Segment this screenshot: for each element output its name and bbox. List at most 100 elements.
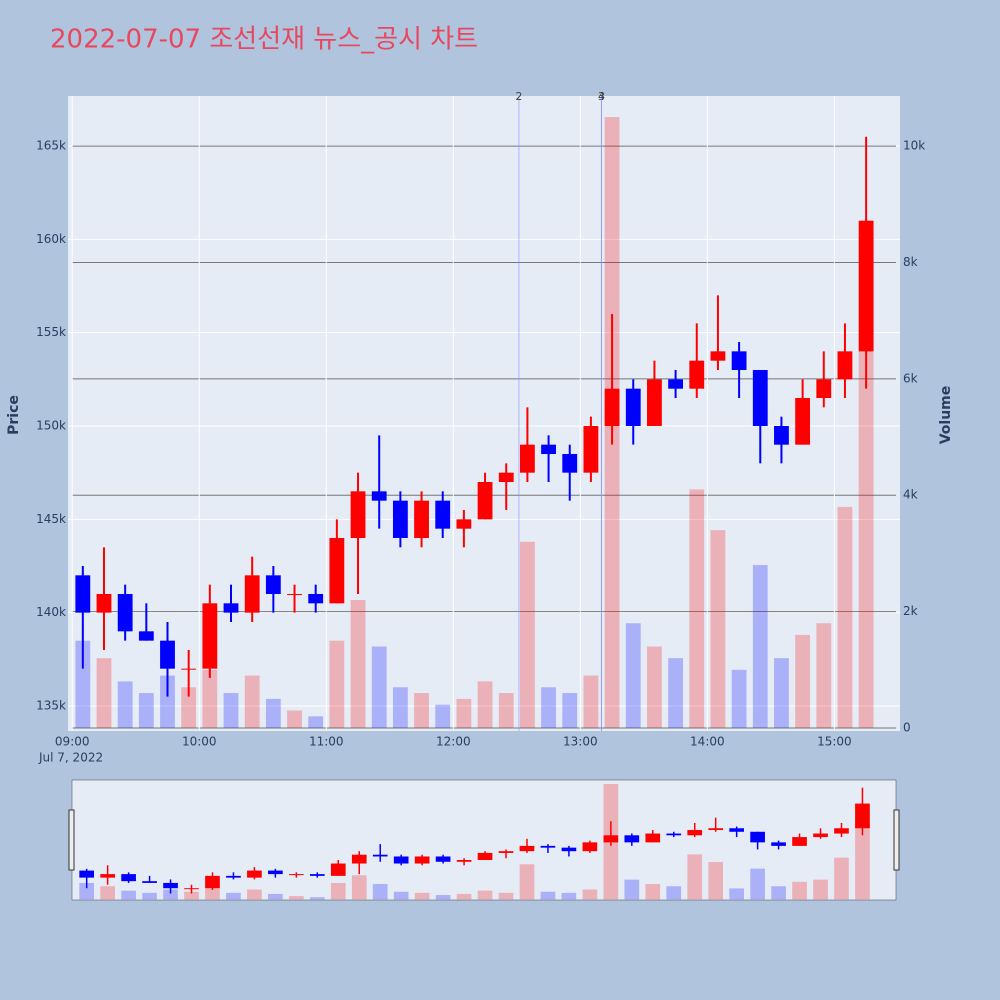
slider-volume-bar bbox=[142, 892, 157, 900]
x-tick-label: 14:00 bbox=[690, 735, 725, 749]
y2-tick-label: 4k bbox=[903, 488, 918, 502]
slider-candle-body bbox=[813, 833, 828, 838]
slider-candle-body bbox=[289, 874, 304, 876]
slider-candle-body bbox=[624, 835, 640, 843]
slider-volume-bar bbox=[645, 884, 661, 900]
volume-bar bbox=[519, 541, 535, 728]
candle-body bbox=[244, 575, 260, 613]
volume-bar bbox=[371, 646, 387, 728]
slider-candle-body bbox=[477, 852, 493, 860]
x-tick-label: 11:00 bbox=[309, 735, 344, 749]
candle-body bbox=[392, 500, 408, 538]
candle-body bbox=[202, 603, 218, 669]
range-slider[interactable] bbox=[71, 779, 897, 901]
candle-body bbox=[625, 388, 641, 427]
slider-candle-body bbox=[540, 845, 556, 848]
candle-body bbox=[668, 379, 684, 389]
slider-volume-bar bbox=[582, 889, 598, 900]
slider-candle-body bbox=[226, 875, 241, 878]
slider-candle-body bbox=[100, 874, 115, 878]
slider-candle-body bbox=[79, 870, 95, 878]
candle-body bbox=[858, 220, 874, 352]
candle-body bbox=[689, 360, 705, 389]
volume-bar bbox=[350, 599, 366, 728]
slider-candle-body bbox=[184, 888, 199, 890]
range-handle[interactable] bbox=[68, 809, 75, 871]
slider-volume-bar bbox=[708, 862, 724, 900]
slider-candle-body bbox=[121, 874, 136, 882]
x-tick-label: 15:00 bbox=[817, 735, 852, 749]
slider-candle-body bbox=[351, 854, 367, 864]
y-tick-label: 145k bbox=[36, 512, 66, 526]
range-handle[interactable] bbox=[893, 809, 900, 871]
candle-body bbox=[350, 491, 366, 538]
slider-candle-body bbox=[729, 828, 744, 832]
slider-candle-body bbox=[247, 870, 262, 878]
x-tick-label: 10:00 bbox=[182, 735, 217, 749]
y-tick-label: 160k bbox=[36, 232, 66, 246]
volume-bar bbox=[138, 693, 154, 728]
slider-volume-bar bbox=[268, 893, 283, 900]
volume-bar bbox=[117, 681, 133, 728]
slider-volume-bar bbox=[519, 864, 535, 900]
candle-body bbox=[181, 668, 197, 670]
candle-body bbox=[541, 444, 556, 455]
volume-bar bbox=[625, 623, 641, 728]
slider-candle-body bbox=[792, 837, 807, 846]
slider-candle-body bbox=[498, 851, 514, 853]
slider-volume-bar bbox=[247, 889, 262, 900]
slider-volume-bar bbox=[834, 857, 849, 900]
slider-candle-body bbox=[582, 842, 598, 852]
volume-bar bbox=[456, 698, 472, 728]
x-tick-label: 13:00 bbox=[563, 735, 598, 749]
slider-volume-bar bbox=[289, 896, 304, 900]
volume-bar bbox=[816, 623, 832, 728]
candle-body bbox=[223, 603, 239, 613]
slider-volume-bar bbox=[435, 895, 451, 900]
volume-bar bbox=[837, 506, 853, 728]
x-tick-label: 12:00 bbox=[436, 735, 471, 749]
slider-volume-bar bbox=[624, 879, 640, 900]
candle-body bbox=[816, 379, 832, 399]
volume-bar bbox=[160, 675, 175, 728]
volume-bar bbox=[858, 233, 874, 728]
slider-volume-bar bbox=[121, 890, 136, 900]
volume-bar bbox=[75, 640, 91, 728]
slider-volume-bar bbox=[163, 889, 178, 900]
annotation-label: 4 bbox=[598, 90, 605, 103]
candle-body bbox=[647, 379, 662, 427]
slider-candle-body bbox=[687, 830, 703, 836]
candle-body bbox=[477, 482, 493, 520]
volume-bar bbox=[392, 687, 408, 728]
volume-bar bbox=[689, 489, 705, 728]
volume-bar bbox=[308, 716, 324, 728]
candle-body bbox=[774, 426, 789, 445]
candle-body bbox=[456, 519, 472, 529]
candle-body bbox=[287, 593, 302, 595]
volume-bar bbox=[731, 669, 747, 728]
slider-volume-bar bbox=[792, 881, 807, 900]
slider-candle-body bbox=[372, 854, 388, 857]
volume-bar bbox=[668, 658, 684, 728]
volume-bar bbox=[498, 693, 514, 728]
slider-volume-bar bbox=[79, 882, 95, 900]
candle-body bbox=[498, 472, 514, 483]
slider-candle-body bbox=[456, 860, 472, 862]
slider-candle-body bbox=[519, 845, 535, 852]
volume-bar bbox=[181, 687, 197, 728]
slider-volume-bar bbox=[456, 893, 472, 900]
slider-volume-bar bbox=[687, 854, 703, 900]
slider-volume-bar bbox=[498, 892, 514, 900]
candle-body bbox=[371, 491, 387, 501]
volume-bar bbox=[414, 693, 429, 728]
volume-bar bbox=[223, 693, 239, 728]
slider-volume-bar bbox=[372, 884, 388, 900]
slider-candle-body bbox=[142, 881, 157, 883]
slider-volume-bar bbox=[540, 891, 556, 900]
candle-body bbox=[96, 593, 112, 613]
volume-bar bbox=[477, 681, 493, 728]
volume-bar bbox=[265, 698, 281, 728]
volume-bar bbox=[435, 704, 451, 728]
candle-body bbox=[138, 631, 154, 641]
candle-body bbox=[604, 388, 620, 427]
